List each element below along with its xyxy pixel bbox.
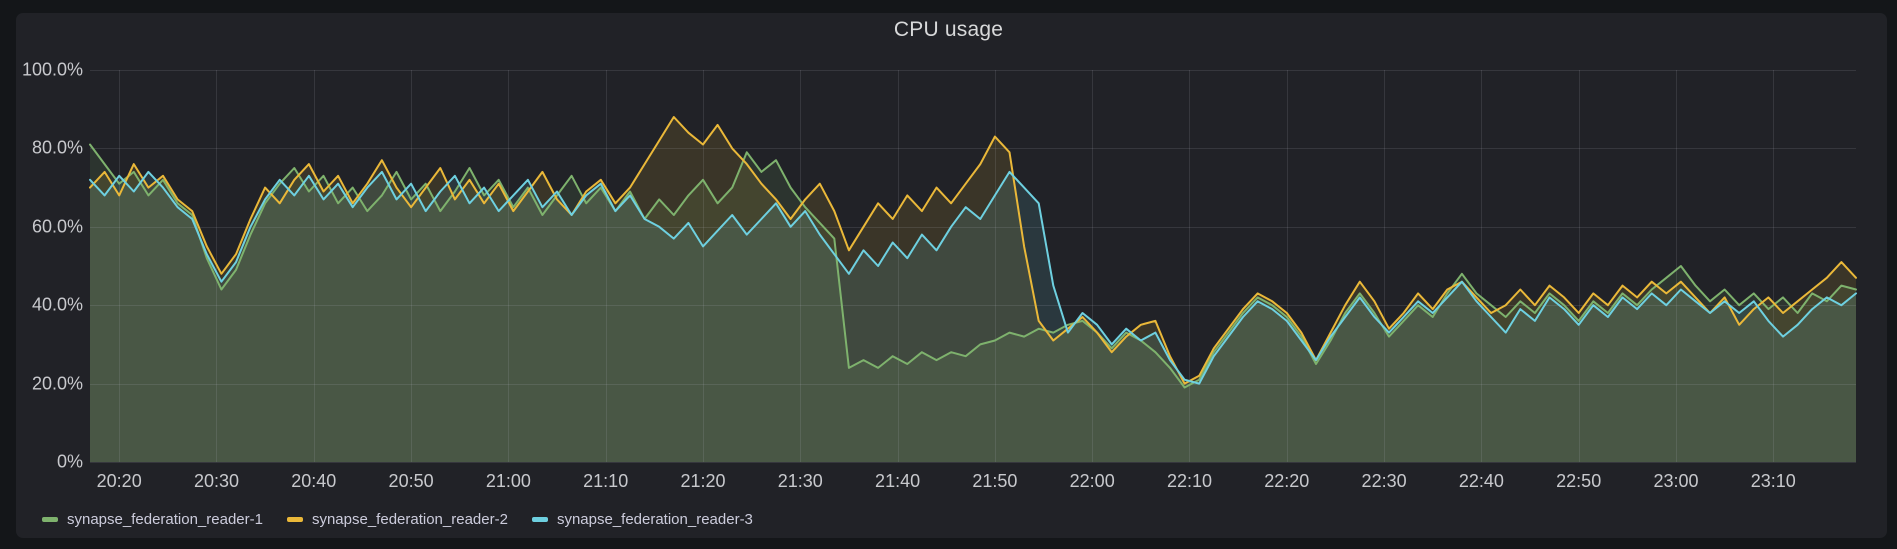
series-line-2	[89, 116, 1857, 385]
series-fills	[90, 117, 1856, 462]
x-tick-label: 20:20	[96, 471, 142, 491]
panel-title[interactable]: CPU usage	[893, 18, 1004, 41]
x-tick-label: 21:50	[972, 471, 1018, 491]
legend-swatch-icon	[42, 516, 58, 522]
x-tick-label: 22:20	[1264, 471, 1310, 491]
x-tick-label: 22:30	[1361, 471, 1407, 491]
series-fill-1	[90, 144, 1856, 462]
x-tick-label: 23:10	[1750, 471, 1796, 491]
y-tick-label: 80.0%	[31, 137, 83, 158]
legend-label: synapse_federation_reader-3	[556, 510, 753, 528]
x-tick-label: 21:40	[875, 471, 921, 491]
x-tick-label: 21:30	[777, 471, 823, 491]
x-tick-label: 22:00	[1069, 471, 1115, 491]
x-tick-label: 21:00	[485, 471, 531, 491]
cpu-usage-panel	[16, 13, 1887, 538]
y-tick-label: 40.0%	[31, 294, 83, 315]
x-tick-label: 20:50	[388, 471, 434, 491]
series-fill-3	[90, 171, 1856, 462]
series-fill-2	[90, 117, 1856, 462]
y-tick-label: 20.0%	[31, 373, 83, 394]
x-tick-label: 20:30	[193, 471, 240, 491]
x-tick-label: 23:00	[1653, 471, 1699, 491]
x-tick-label: 22:40	[1458, 471, 1504, 491]
series-line-3	[89, 170, 1857, 385]
legend-item-synapse_federation_reader-1[interactable]: synapse_federation_reader-1	[42, 511, 263, 528]
x-tick-label: 22:50	[1556, 471, 1602, 491]
legend-label: synapse_federation_reader-2	[311, 510, 508, 528]
chart-legend: synapse_federation_reader-1 synapse_feder…	[42, 506, 777, 532]
grid-lines	[90, 70, 1856, 463]
x-tick-label: 21:20	[680, 471, 726, 491]
legend-swatch-icon	[286, 516, 303, 522]
legend-item-synapse_federation_reader-3[interactable]: synapse_federation_reader-3	[531, 510, 753, 528]
y-tick-label: 0%	[56, 451, 83, 472]
x-tick-label: 22:10	[1166, 471, 1213, 491]
legend-swatch-icon	[531, 516, 548, 522]
x-tick-label: 20:40	[291, 471, 337, 491]
y-tick-label: 100.0%	[21, 59, 83, 80]
series-line-1	[89, 143, 1857, 389]
series-lines	[89, 116, 1857, 389]
legend-label: synapse_federation_reader-1	[67, 510, 263, 528]
legend-item-synapse_federation_reader-2[interactable]: synapse_federation_reader-2	[286, 510, 508, 528]
x-tick-label: 21:10	[583, 471, 629, 491]
y-tick-label: 60.0%	[31, 216, 83, 237]
